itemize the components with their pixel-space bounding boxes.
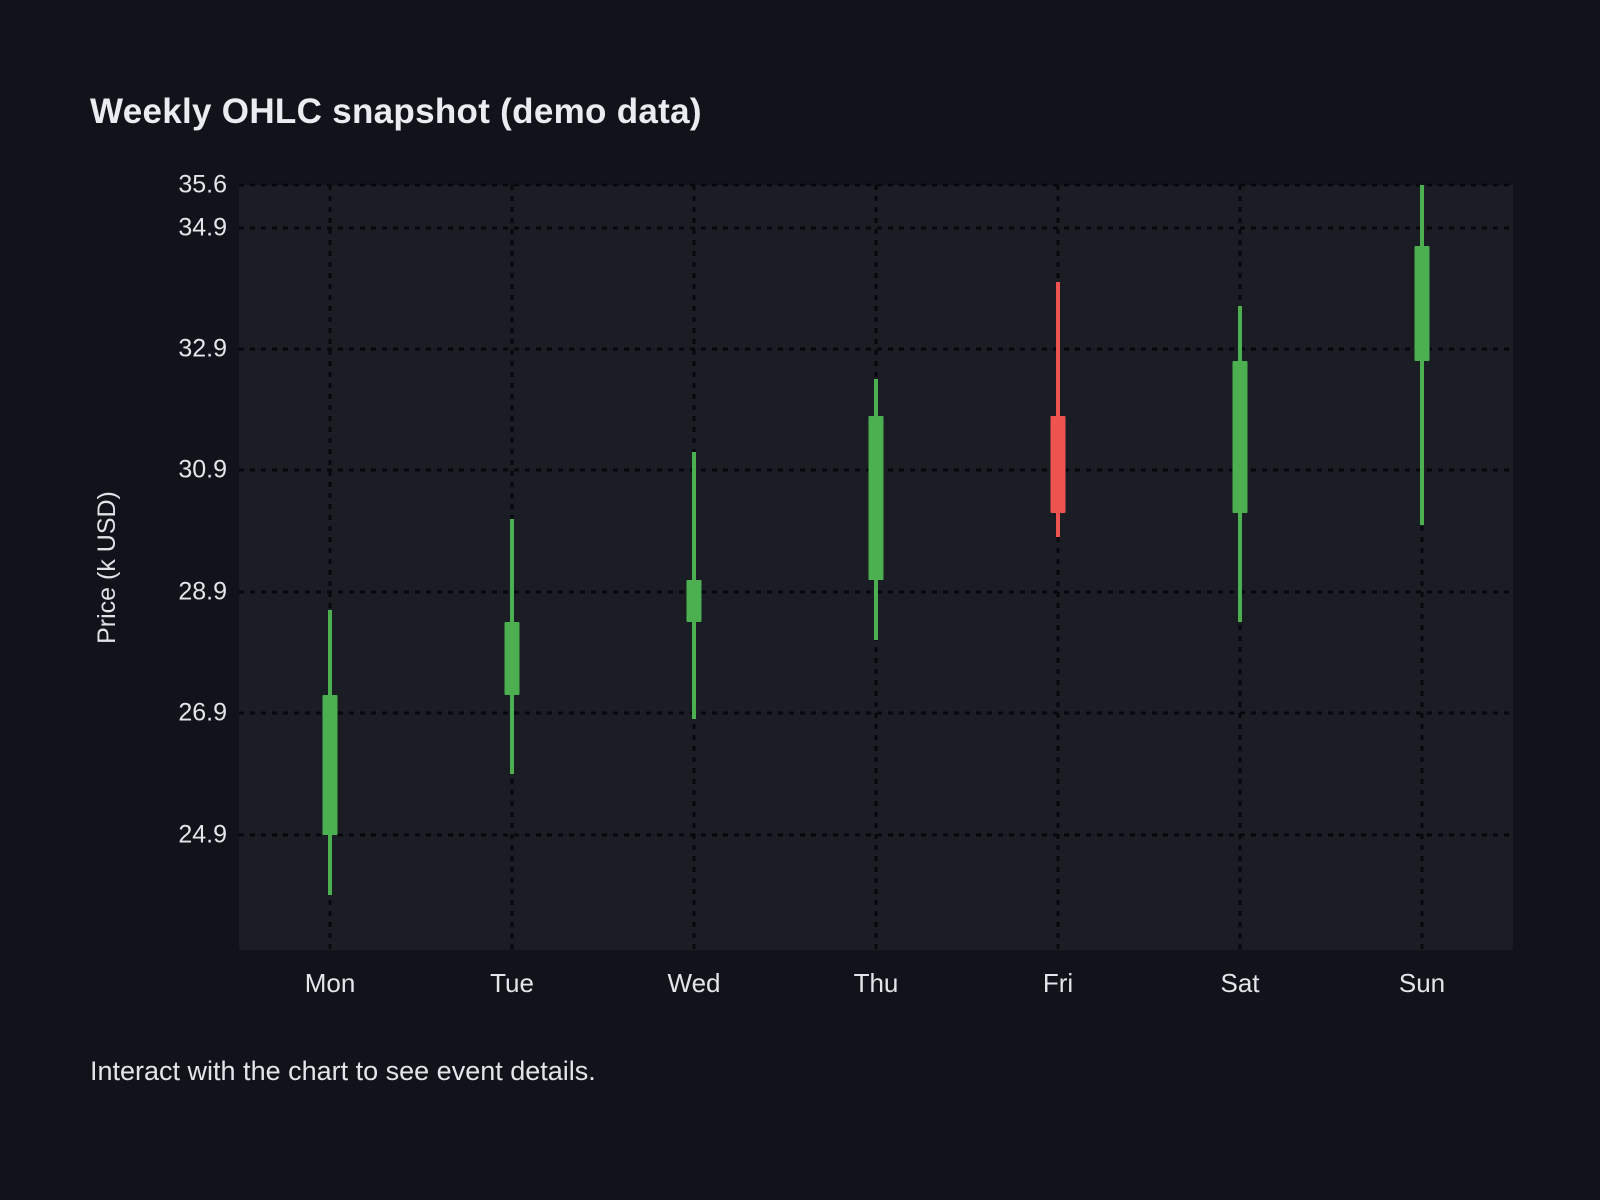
y-tick-label: 30.9: [178, 455, 227, 484]
x-gridline: [1056, 185, 1060, 950]
x-tick-label: Wed: [667, 968, 721, 998]
x-gridline: [328, 185, 332, 950]
candle-body: [1414, 245, 1430, 362]
y-tick-label: 32.9: [178, 334, 227, 363]
x-tick-label: Mon: [304, 968, 356, 998]
y-tick-label: 34.9: [178, 213, 227, 241]
candle-wick: [1056, 282, 1060, 538]
x-tick-label: Sat: [1220, 968, 1260, 998]
candle-body: [1232, 361, 1248, 513]
candle-body: [322, 695, 338, 835]
y-axis-tick-labels: 35.6 34.9 32.9 30.9 28.9 26.9 24.9: [0, 171, 227, 950]
y-tick-label: 35.6: [178, 170, 227, 199]
x-axis-tick-labels: Mon Tue Wed Thu Fri Sat Sun: [239, 950, 1513, 998]
candle-body: [504, 622, 520, 695]
plot-area[interactable]: [239, 183, 1513, 950]
x-tick-label: Tue: [490, 968, 534, 998]
x-tick-label: Fri: [1042, 968, 1074, 998]
y-tick-label: 24.9: [178, 820, 227, 849]
x-tick-label: Sun: [1398, 968, 1446, 998]
chart-title: Weekly OHLC snapshot (demo data): [90, 92, 702, 131]
candle-body: [1050, 415, 1066, 513]
y-tick-label: 28.9: [178, 577, 227, 606]
footer-hint: Interact with the chart to see event det…: [90, 1056, 596, 1086]
candle-body: [686, 579, 702, 623]
x-tick-label: Thu: [853, 968, 899, 998]
candle-body: [868, 415, 884, 580]
y-tick-label: 26.9: [178, 698, 227, 727]
x-gridline: [1420, 185, 1424, 950]
